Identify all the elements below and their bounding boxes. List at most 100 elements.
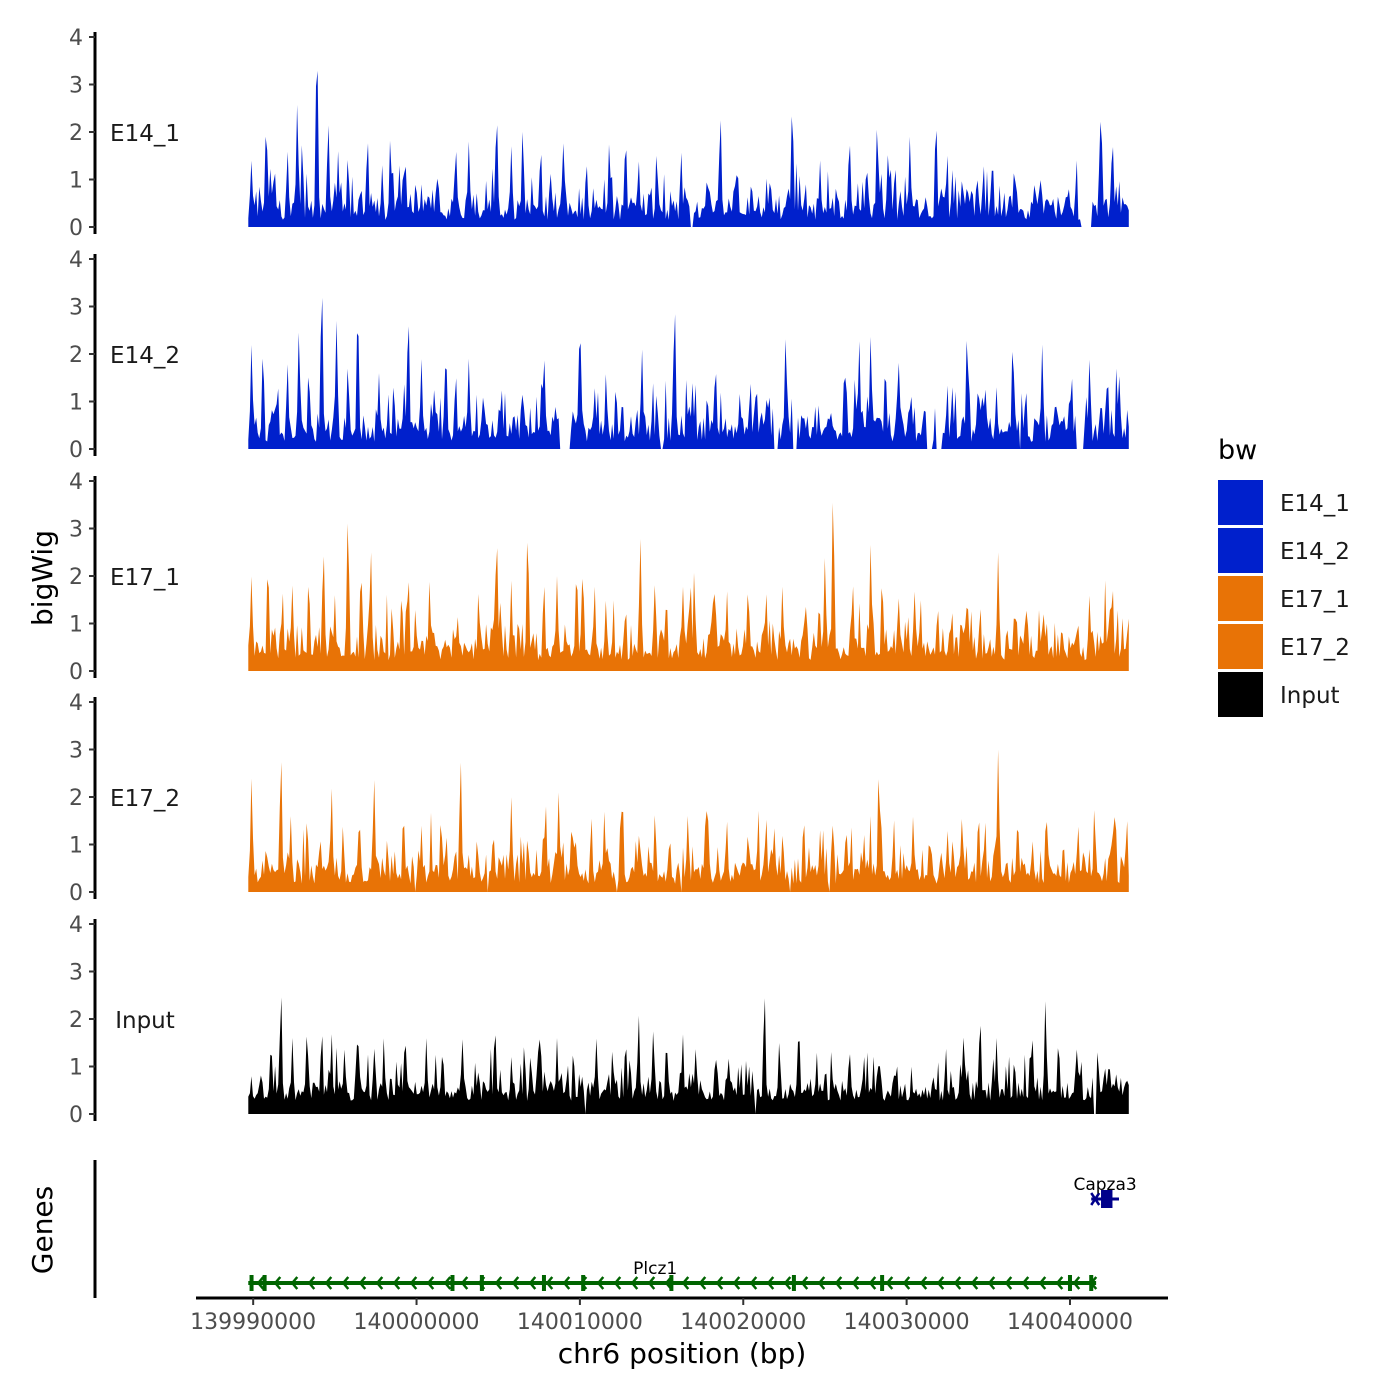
- y-tick-label: 1: [69, 834, 83, 859]
- strand-arrow: [936, 1276, 945, 1290]
- strand-arrow: [409, 1276, 418, 1290]
- legend: bw E14_1 E14_2 E17_1 E17_2 Input: [1218, 435, 1350, 717]
- exon: [541, 1275, 546, 1291]
- legend-label: Input: [1280, 683, 1340, 709]
- strand-arrow: [766, 1276, 775, 1290]
- track-label: E14_2: [110, 343, 180, 369]
- y-tick-label: 1: [69, 169, 83, 194]
- track-label: E17_2: [110, 786, 180, 812]
- x-tick-label: 140040000: [1007, 1310, 1133, 1335]
- exon: [1067, 1275, 1072, 1291]
- strand-arrow: [273, 1276, 282, 1290]
- signal-area-E14_2: [248, 297, 1129, 449]
- y-tick-label: 2: [69, 1008, 83, 1033]
- strand-arrow: [1021, 1276, 1030, 1290]
- strand-arrow: [732, 1276, 741, 1290]
- gene-label: Capza3: [1073, 1175, 1136, 1195]
- exon: [262, 1275, 267, 1291]
- track-Input: 0 1 2 3 4 Input: [69, 913, 1129, 1128]
- x-tick-label: 140020000: [680, 1310, 806, 1335]
- exon: [249, 1275, 254, 1291]
- exon: [880, 1275, 885, 1291]
- exon: [479, 1275, 484, 1291]
- y-tick-label: 4: [69, 691, 83, 716]
- y-tick-label: 4: [69, 913, 83, 938]
- y-tick-label: 2: [69, 565, 83, 590]
- strand-arrow: [460, 1276, 469, 1290]
- strand-arrow: [324, 1276, 333, 1290]
- legend-swatch-E17_1: [1218, 576, 1263, 621]
- legend-swatch-E14_1: [1218, 480, 1263, 525]
- legend-swatch-E17_2: [1218, 624, 1263, 669]
- track-label: E14_1: [110, 121, 180, 147]
- y-tick-label: 0: [69, 660, 83, 685]
- strand-arrow: [698, 1276, 707, 1290]
- strand-arrow: [902, 1276, 911, 1290]
- y-tick-label: 1: [69, 613, 83, 638]
- y-tick-label: 2: [69, 121, 83, 146]
- legend-swatch-Input: [1218, 672, 1263, 717]
- genes-axis-title: Genes: [26, 1186, 59, 1274]
- x-tick-label: 140030000: [844, 1310, 970, 1335]
- gene-annotation-panel: Plcz1 Capza3: [93, 1160, 1137, 1298]
- y-tick-label: 4: [69, 248, 83, 273]
- strand-arrow: [562, 1276, 571, 1290]
- y-tick-label: 3: [69, 74, 83, 99]
- x-tick-label: 139990000: [190, 1310, 316, 1335]
- track-E14_1: 0 1 2 3 4 E14_1: [69, 26, 1129, 241]
- y-tick-label: 3: [69, 961, 83, 986]
- exon: [581, 1275, 586, 1291]
- track-E17_1: 0 1 2 3 4 E17_1: [69, 470, 1129, 685]
- legend-title: bw: [1218, 435, 1257, 466]
- strand-arrow: [749, 1276, 758, 1290]
- y-tick-label: 2: [69, 343, 83, 368]
- track-label: Input: [115, 1008, 175, 1034]
- strand-arrow: [1090, 1192, 1101, 1206]
- x-tick-label: 140010000: [517, 1310, 643, 1335]
- strand-arrow: [868, 1276, 877, 1290]
- exon: [669, 1275, 674, 1291]
- y-tick-label: 1: [69, 391, 83, 416]
- gene-Plcz1: Plcz1: [248, 1259, 1098, 1291]
- track-label: E17_1: [110, 565, 180, 591]
- x-axis: 139990000 140000000 140010000 140020000 1400…: [190, 1296, 1168, 1335]
- strand-arrow: [443, 1276, 452, 1290]
- y-tick-label: 0: [69, 438, 83, 463]
- strand-arrow: [545, 1276, 554, 1290]
- strand-arrow: [256, 1276, 265, 1290]
- strand-arrow: [817, 1276, 826, 1290]
- strand-arrow: [630, 1276, 639, 1290]
- signal-area-E14_1: [248, 70, 1129, 228]
- strand-arrow: [358, 1276, 367, 1290]
- strand-arrow: [953, 1276, 962, 1290]
- legend-label: E17_2: [1280, 635, 1350, 661]
- y-tick-label: 3: [69, 739, 83, 764]
- strand-arrow: [783, 1276, 792, 1290]
- strand-arrow: [1072, 1276, 1081, 1290]
- exon: [791, 1275, 796, 1291]
- strand-arrow: [426, 1276, 435, 1290]
- strand-arrow: [307, 1276, 316, 1290]
- strand-arrow: [375, 1276, 384, 1290]
- track-E14_2: 0 1 2 3 4 E14_2: [69, 248, 1129, 463]
- legend-label: E14_2: [1280, 539, 1350, 565]
- gene-label: Plcz1: [633, 1259, 677, 1279]
- exon: [1089, 1275, 1094, 1291]
- strand-arrow: [613, 1276, 622, 1290]
- y-tick-label: 0: [69, 881, 83, 906]
- exon: [1101, 1190, 1113, 1208]
- strand-arrow: [834, 1276, 843, 1290]
- strand-arrow: [392, 1276, 401, 1290]
- strand-arrow: [511, 1276, 520, 1290]
- y-tick-label: 2: [69, 786, 83, 811]
- legend-label: E14_1: [1280, 491, 1350, 517]
- y-tick-label: 3: [69, 296, 83, 321]
- strand-arrow: [528, 1276, 537, 1290]
- strand-arrow: [681, 1276, 690, 1290]
- y-tick-label: 4: [69, 26, 83, 51]
- strand-arrow: [800, 1276, 809, 1290]
- signal-area-Input: [248, 997, 1129, 1114]
- strand-arrow: [715, 1276, 724, 1290]
- strand-arrow: [290, 1276, 299, 1290]
